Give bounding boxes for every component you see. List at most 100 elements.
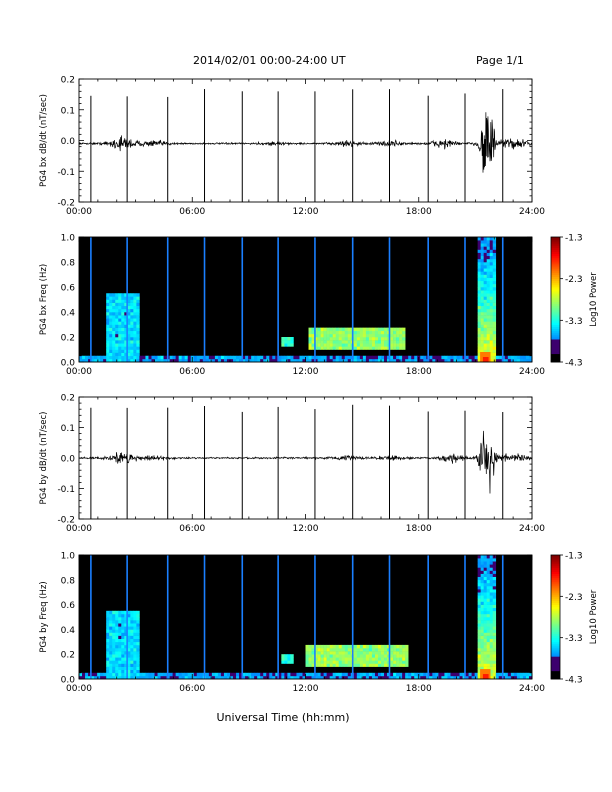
spectrogram-cell: [245, 355, 249, 360]
spectrogram-cell: [432, 355, 436, 360]
chart-panel-3: 00:00 06:00 12:00 18:00 24:000.20.10.0-0.1-0…: [39, 394, 545, 535]
spectrogram-cell: [480, 252, 484, 257]
spectrogram-cell: [220, 355, 225, 360]
spectrogram-cell: [483, 632, 487, 636]
spectrogram-cell: [477, 561, 481, 565]
spectrogram-cell: [169, 675, 173, 680]
spectrogram-cell: [480, 657, 484, 661]
spectrogram-cell: [118, 349, 122, 353]
spectrogram-cell: [115, 321, 119, 325]
spectrogram-cell: [106, 312, 110, 316]
spectrogram-cell: [405, 657, 409, 661]
spectrogram-cell: [438, 358, 442, 363]
spectrogram-cell: [97, 675, 101, 680]
spectrogram-cell: [296, 672, 300, 677]
spectrogram-cell: [371, 675, 376, 680]
spectrogram-cell: [109, 330, 113, 335]
spectrogram-cell: [483, 641, 487, 646]
spectrogram-cell: [513, 355, 518, 360]
spectrogram-cell: [205, 675, 210, 680]
spectrogram-cell: [109, 305, 113, 310]
spectrogram-cell: [480, 589, 484, 593]
colorbar-segment: [551, 635, 560, 639]
spectrogram-cell: [477, 337, 481, 341]
spectrogram-cell: [124, 315, 128, 319]
spectrogram-cell: [480, 604, 484, 608]
spectrogram-cell: [486, 620, 491, 624]
plot-frame: [78, 78, 533, 203]
spectrogram-cell: [287, 672, 291, 677]
spectrogram-cell: [112, 626, 116, 630]
spectrogram-cell: [112, 308, 116, 313]
spectrogram-cell: [486, 654, 491, 658]
spectrogram-cell: [480, 243, 484, 247]
spectrogram-cell: [127, 333, 131, 338]
spectrogram-cell: [492, 296, 497, 300]
spectrogram-cell: [489, 570, 494, 574]
spectrogram-cell: [489, 327, 494, 332]
spectrogram-cell: [109, 321, 113, 325]
spectrogram-cell: [287, 657, 291, 661]
spectrogram-cell: [441, 672, 445, 677]
spectrogram-cell: [296, 358, 300, 363]
spectrogram-cell: [492, 598, 497, 602]
spectrogram-cell: [326, 654, 330, 658]
spectrogram-cell: [492, 355, 497, 360]
spectrogram-cell: [139, 672, 143, 677]
spectrogram-cell: [112, 324, 116, 328]
spectrogram-cell: [480, 629, 484, 633]
spectrogram-cell: [106, 672, 110, 677]
spectrogram-cell: [356, 654, 361, 658]
spectrogram-cell: [320, 654, 324, 658]
spectrogram-cell: [287, 343, 291, 347]
spectrogram-cell: [396, 663, 400, 667]
spectrogram-cell: [477, 651, 481, 655]
colorbar-segment: [551, 351, 560, 355]
spectrogram-cell: [402, 358, 406, 363]
spectrogram-cell: [486, 274, 491, 278]
spectrogram-cell: [275, 672, 279, 677]
spectrogram-cell: [486, 660, 491, 664]
spectrogram-cell: [115, 610, 119, 615]
spectrogram-cell: [374, 654, 379, 658]
spectrogram-cell: [308, 644, 312, 649]
spectrogram-cell: [489, 346, 494, 350]
spectrogram-cell: [411, 358, 415, 363]
spectrogram-cell: [308, 327, 312, 332]
spectrogram-cell: [124, 651, 128, 655]
spectrogram-cell: [332, 663, 336, 667]
spectrogram-cell: [486, 296, 491, 300]
spectrogram-cell: [365, 343, 370, 347]
colorbar-segment: [551, 610, 560, 614]
spectrogram-cell: [465, 355, 469, 360]
spectrogram-cell: [124, 308, 128, 313]
spectrogram-cell: [112, 635, 116, 639]
y-tick-label: 0.8: [61, 259, 76, 269]
spectrogram-cell: [311, 644, 315, 649]
spectrogram-cell: [329, 672, 333, 677]
spectrogram-cell: [269, 675, 273, 680]
spectrogram-cell: [148, 358, 152, 363]
spectrogram-cell: [115, 299, 119, 303]
spectrogram-cell: [359, 654, 364, 658]
spectrogram-cell: [489, 626, 494, 630]
spectrogram-cell: [338, 358, 343, 363]
spectrogram-cell: [353, 355, 358, 360]
spectrogram-cell: [492, 318, 497, 322]
spectrogram-cell: [112, 638, 116, 643]
spectrogram-cell: [230, 355, 234, 360]
spectrogram-cell: [480, 255, 484, 260]
spectrogram-cell: [341, 648, 346, 652]
spectrogram-cell: [483, 657, 487, 661]
spectrogram-cell: [492, 255, 497, 260]
spectrogram-cell: [121, 638, 125, 643]
spectrogram-cell: [290, 355, 294, 360]
spectrogram-cell: [353, 663, 358, 667]
spectrogram-cell: [381, 355, 385, 360]
colorbar-segment: [551, 241, 560, 244]
spectrogram-cell: [133, 330, 137, 335]
spectrogram-cell: [384, 654, 388, 658]
spectrogram-cell: [314, 340, 318, 344]
colorbar-segment: [551, 596, 560, 599]
spectrogram-cell: [384, 333, 388, 338]
